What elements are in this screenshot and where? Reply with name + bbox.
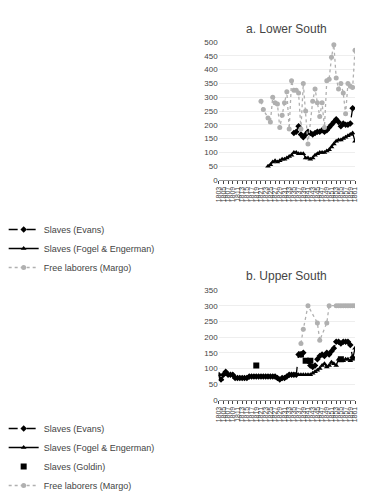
svg-text:1823: 1823 <box>262 187 269 203</box>
svg-text:1839: 1839 <box>300 187 307 203</box>
svg-text:1847: 1847 <box>318 407 325 423</box>
svg-text:1831: 1831 <box>281 187 288 203</box>
svg-text:1809: 1809 <box>229 187 236 203</box>
svg-text:1817: 1817 <box>248 407 255 423</box>
svg-text:1817: 1817 <box>248 187 255 203</box>
svg-text:1825: 1825 <box>267 407 274 423</box>
svg-text:200: 200 <box>204 121 218 130</box>
svg-text:1853: 1853 <box>332 187 339 203</box>
svg-text:1829: 1829 <box>276 407 283 423</box>
svg-text:Slaves (Goldin): Slaves (Goldin) <box>44 462 106 472</box>
svg-text:1849: 1849 <box>323 407 330 423</box>
svg-text:350: 350 <box>204 286 218 295</box>
svg-text:1861: 1861 <box>351 187 358 203</box>
svg-text:350: 350 <box>204 79 218 88</box>
svg-text:100: 100 <box>204 148 218 157</box>
svg-text:300: 300 <box>204 93 218 102</box>
svg-text:1855: 1855 <box>337 407 344 423</box>
svg-text:1833: 1833 <box>285 187 292 203</box>
svg-text:1815: 1815 <box>243 407 250 423</box>
svg-text:1805: 1805 <box>220 407 227 423</box>
svg-text:1835: 1835 <box>290 407 297 423</box>
svg-text:1803: 1803 <box>215 187 222 203</box>
svg-text:150: 150 <box>204 349 218 358</box>
svg-text:Slaves (Fogel & Engerman): Slaves (Fogel & Engerman) <box>44 443 155 453</box>
svg-text:1861: 1861 <box>351 407 358 423</box>
svg-text:0: 0 <box>213 176 218 185</box>
svg-text:Slaves (Evans): Slaves (Evans) <box>44 225 105 235</box>
svg-text:1803: 1803 <box>215 407 222 423</box>
svg-text:450: 450 <box>204 52 218 61</box>
svg-text:1859: 1859 <box>347 187 354 203</box>
svg-text:Free laborers (Margo): Free laborers (Margo) <box>44 263 132 273</box>
svg-text:1857: 1857 <box>342 187 349 203</box>
svg-text:1807: 1807 <box>224 187 231 203</box>
svg-text:1809: 1809 <box>229 407 236 423</box>
svg-text:1821: 1821 <box>257 187 264 203</box>
svg-text:400: 400 <box>204 65 218 74</box>
svg-text:1835: 1835 <box>290 187 297 203</box>
svg-text:50: 50 <box>209 380 218 389</box>
svg-text:1841: 1841 <box>304 187 311 203</box>
svg-text:1843: 1843 <box>309 187 316 203</box>
svg-text:1851: 1851 <box>328 187 335 203</box>
svg-text:1813: 1813 <box>238 407 245 423</box>
svg-text:1837: 1837 <box>295 407 302 423</box>
svg-text:1857: 1857 <box>342 407 349 423</box>
svg-text:1847: 1847 <box>318 187 325 203</box>
svg-text:1855: 1855 <box>337 187 344 203</box>
svg-text:1821: 1821 <box>257 407 264 423</box>
svg-text:1811: 1811 <box>234 187 241 202</box>
svg-text:0: 0 <box>213 396 218 405</box>
svg-text:1827: 1827 <box>271 407 278 423</box>
svg-text:100: 100 <box>204 364 218 373</box>
svg-text:1859: 1859 <box>347 407 354 423</box>
svg-text:250: 250 <box>204 107 218 116</box>
svg-text:300: 300 <box>204 302 218 311</box>
svg-text:b. Upper South: b. Upper South <box>246 269 327 283</box>
svg-text:1845: 1845 <box>314 187 321 203</box>
svg-text:1825: 1825 <box>267 187 274 203</box>
svg-text:1831: 1831 <box>281 407 288 423</box>
svg-text:1807: 1807 <box>224 407 231 423</box>
svg-text:500: 500 <box>204 38 218 47</box>
svg-text:50: 50 <box>209 162 218 171</box>
svg-text:Free laborers (Margo): Free laborers (Margo) <box>44 481 132 491</box>
svg-text:1805: 1805 <box>220 187 227 203</box>
svg-text:1849: 1849 <box>323 187 330 203</box>
svg-text:1839: 1839 <box>300 407 307 423</box>
svg-text:1819: 1819 <box>253 407 260 423</box>
svg-text:Slaves (Evans): Slaves (Evans) <box>44 424 105 434</box>
svg-text:1811: 1811 <box>234 407 241 422</box>
svg-text:1813: 1813 <box>238 187 245 203</box>
svg-text:1851: 1851 <box>328 407 335 423</box>
svg-text:1837: 1837 <box>295 187 302 203</box>
svg-text:1833: 1833 <box>285 407 292 423</box>
svg-text:1819: 1819 <box>253 187 260 203</box>
svg-text:Slaves (Fogel & Engerman): Slaves (Fogel & Engerman) <box>44 244 155 254</box>
svg-text:1841: 1841 <box>304 407 311 423</box>
svg-text:1829: 1829 <box>276 187 283 203</box>
svg-text:1823: 1823 <box>262 407 269 423</box>
svg-text:250: 250 <box>204 317 218 326</box>
svg-text:200: 200 <box>204 333 218 342</box>
svg-text:1843: 1843 <box>309 407 316 423</box>
svg-text:150: 150 <box>204 134 218 143</box>
svg-text:a. Lower South: a. Lower South <box>246 22 327 36</box>
svg-text:1827: 1827 <box>271 187 278 203</box>
svg-text:1845: 1845 <box>314 407 321 423</box>
svg-text:1815: 1815 <box>243 187 250 203</box>
svg-text:1853: 1853 <box>332 407 339 423</box>
